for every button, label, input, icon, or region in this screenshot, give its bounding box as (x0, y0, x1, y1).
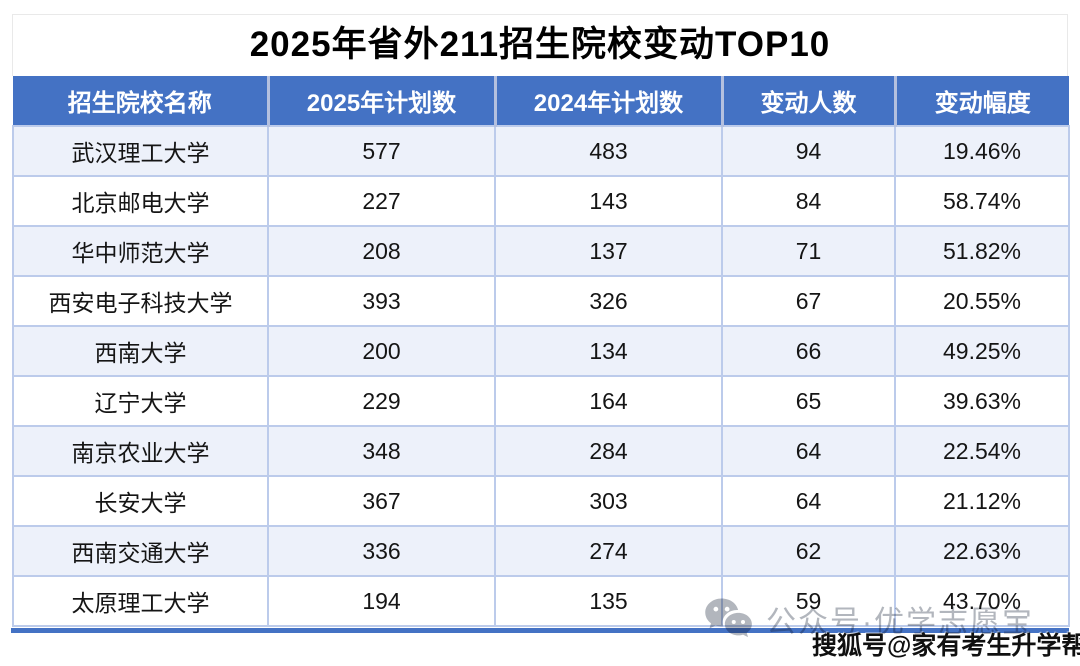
data-table: 招生院校名称 2025年计划数 2024年计划数 变动人数 变动幅度 武汉理工大… (12, 76, 1070, 627)
cell-plan-2025: 393 (267, 275, 496, 327)
cell-change-count: 71 (721, 225, 896, 277)
cell-plan-2025: 194 (267, 575, 496, 627)
cell-school: 长安大学 (12, 475, 269, 527)
cell-plan-2025: 348 (267, 425, 496, 477)
cell-change-rate: 58.74% (894, 175, 1070, 227)
cell-plan-2025: 208 (267, 225, 496, 277)
cell-plan-2024: 483 (494, 125, 723, 177)
cell-school: 西安电子科技大学 (12, 275, 269, 327)
table-row: 西南交通大学 336 274 62 22.63% (12, 525, 1070, 577)
table-row: 北京邮电大学 227 143 84 58.74% (12, 175, 1070, 227)
cell-change-count: 67 (721, 275, 896, 327)
cell-change-rate: 22.63% (894, 525, 1070, 577)
cell-school: 西南交通大学 (12, 525, 269, 577)
cell-plan-2025: 229 (267, 375, 496, 427)
cell-change-rate: 39.63% (894, 375, 1070, 427)
cell-change-rate: 21.12% (894, 475, 1070, 527)
cell-plan-2025: 367 (267, 475, 496, 527)
col-header-change-count: 变动人数 (720, 76, 895, 126)
table-body: 武汉理工大学 577 483 94 19.46% 北京邮电大学 227 143 … (12, 125, 1070, 627)
cell-plan-2025: 336 (267, 525, 496, 577)
table-row: 华中师范大学 208 137 71 51.82% (12, 225, 1070, 277)
cell-change-rate: 51.82% (894, 225, 1070, 277)
cell-plan-2024: 284 (494, 425, 723, 477)
table-row: 辽宁大学 229 164 65 39.63% (12, 375, 1070, 427)
cell-change-rate: 49.25% (894, 325, 1070, 377)
cell-school: 西南大学 (12, 325, 269, 377)
cell-school: 北京邮电大学 (12, 175, 269, 227)
cell-plan-2024: 134 (494, 325, 723, 377)
cell-plan-2025: 227 (267, 175, 496, 227)
cell-plan-2025: 577 (267, 125, 496, 177)
cell-change-count: 66 (721, 325, 896, 377)
header-row: 招生院校名称 2025年计划数 2024年计划数 变动人数 变动幅度 (13, 76, 1069, 126)
cell-plan-2024: 303 (494, 475, 723, 527)
table-row: 西南大学 200 134 66 49.25% (12, 325, 1070, 377)
col-header-plan-2024: 2024年计划数 (493, 76, 722, 126)
cell-plan-2024: 137 (494, 225, 723, 277)
page-title: 2025年省外211招生院校变动TOP10 (12, 14, 1068, 76)
cell-change-count: 62 (721, 525, 896, 577)
table-header: 招生院校名称 2025年计划数 2024年计划数 变动人数 变动幅度 (13, 76, 1069, 126)
cell-plan-2024: 143 (494, 175, 723, 227)
table-row: 武汉理工大学 577 483 94 19.46% (12, 125, 1070, 177)
cell-school: 太原理工大学 (12, 575, 269, 627)
cell-school: 南京农业大学 (12, 425, 269, 477)
table-row: 西安电子科技大学 393 326 67 20.55% (12, 275, 1070, 327)
cell-plan-2024: 164 (494, 375, 723, 427)
cell-change-rate: 19.46% (894, 125, 1070, 177)
cell-plan-2025: 200 (267, 325, 496, 377)
col-header-change-rate: 变动幅度 (893, 76, 1069, 126)
cell-plan-2024: 135 (494, 575, 723, 627)
table-row: 太原理工大学 194 135 59 43.70% (12, 575, 1070, 627)
cell-change-count: 64 (721, 475, 896, 527)
table-row: 南京农业大学 348 284 64 22.54% (12, 425, 1070, 477)
col-header-school: 招生院校名称 (13, 76, 268, 126)
cell-change-rate: 22.54% (894, 425, 1070, 477)
cell-change-rate: 43.70% (894, 575, 1070, 627)
cell-change-count: 84 (721, 175, 896, 227)
cell-change-rate: 20.55% (894, 275, 1070, 327)
cell-change-count: 94 (721, 125, 896, 177)
table-bottom-rule (11, 628, 1069, 633)
cell-school: 武汉理工大学 (12, 125, 269, 177)
cell-change-count: 64 (721, 425, 896, 477)
cell-plan-2024: 326 (494, 275, 723, 327)
cell-school: 华中师范大学 (12, 225, 269, 277)
cell-change-count: 65 (721, 375, 896, 427)
table-row: 长安大学 367 303 64 21.12% (12, 475, 1070, 527)
cell-change-count: 59 (721, 575, 896, 627)
cell-plan-2024: 274 (494, 525, 723, 577)
cell-school: 辽宁大学 (12, 375, 269, 427)
col-header-plan-2025: 2025年计划数 (266, 76, 495, 126)
